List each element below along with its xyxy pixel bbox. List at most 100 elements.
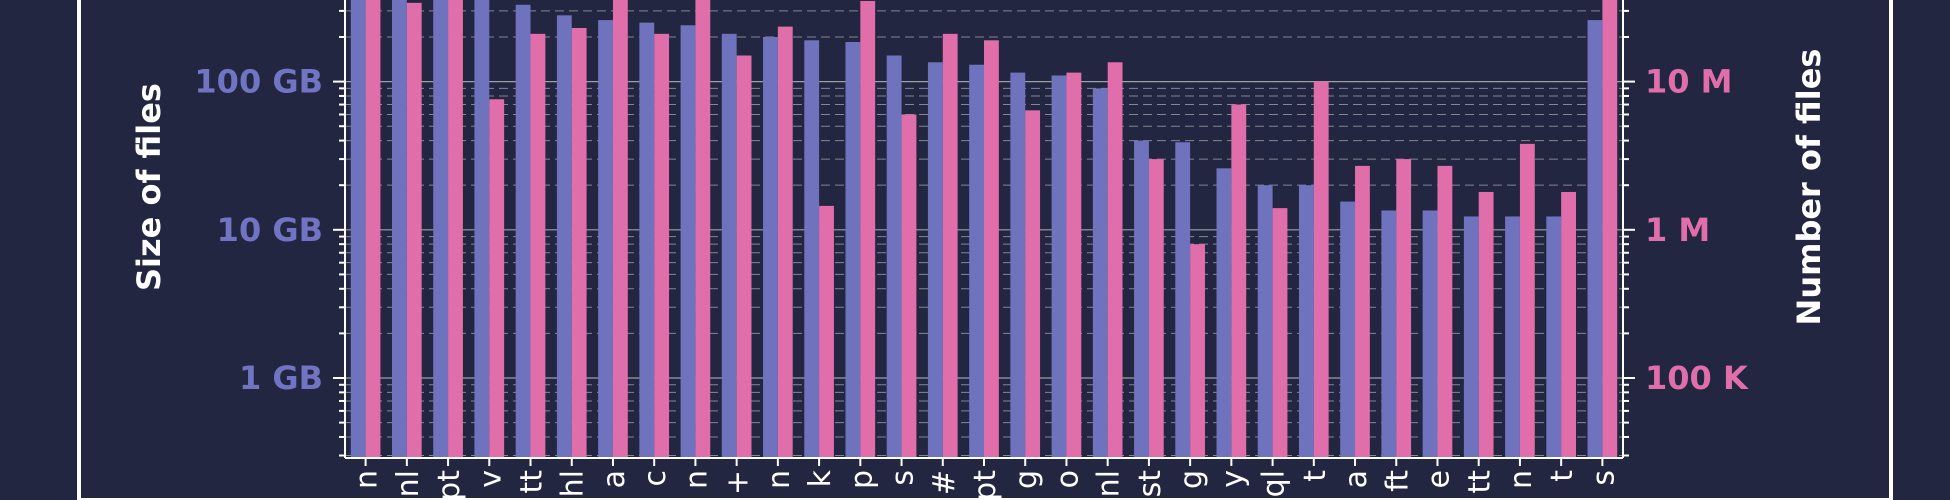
y-tick-label-right: 10 M [1645,63,1733,101]
x-tick-label: tt [515,470,550,494]
x-tick-label: t [1545,470,1580,482]
x-tick-label: st [1133,470,1168,498]
bar-size-27 [1463,216,1479,458]
bar-count-12 [860,0,876,458]
bar-size-9 [721,33,737,458]
bar-count-21 [1231,104,1247,459]
x-tick-label: g [1174,470,1209,489]
figure-frame [77,0,1893,500]
bar-size-0 [350,0,366,458]
bar-count-8 [695,0,711,458]
bar-size-21 [1216,168,1232,458]
bar-count-14 [942,33,958,458]
bar-size-4 [515,4,531,459]
bar-count-15 [984,40,999,458]
bar-count-19 [1148,159,1164,458]
x-tick-label: n [679,470,714,489]
bar-size-5 [556,15,572,459]
bar-count-9 [736,55,752,459]
bar-size-24 [1340,201,1356,459]
bar-size-28 [1505,216,1520,458]
x-tick-label: e [1421,470,1456,488]
bar-size-20 [1175,142,1191,458]
bar-size-19 [1134,140,1149,458]
bar-size-25 [1381,210,1397,458]
x-tick-label: k [803,469,838,487]
x-tick-label: a [1339,470,1374,488]
bar-size-2 [433,0,449,458]
bar-count-11 [819,205,834,458]
bar-size-18 [1092,88,1108,459]
bar-count-1 [406,2,422,458]
bar-count-29 [1561,191,1577,458]
x-tick-label: s [1586,470,1621,486]
bar-size-11 [804,40,820,458]
bar-size-16 [1010,72,1026,458]
bar-count-7 [654,33,670,458]
x-tick-label: n [762,470,797,489]
x-tick-label: hl [556,470,591,497]
y-axis-label-right: Number of files [1790,49,1828,326]
bar-count-23 [1313,81,1329,458]
bar-size-29 [1546,216,1562,458]
bar-count-20 [1190,244,1205,458]
bar-count-27 [1478,191,1494,458]
x-tick-label: + [721,470,756,495]
bar-size-3 [474,0,490,458]
bar-count-16 [1025,110,1041,458]
y-tick-labels: 1 GB 100 K 10 GB 1 M 100 GB 10 M [194,63,1749,397]
x-tick-label: c [638,470,673,487]
x-tick-label: n [1504,470,1539,489]
bar-count-24 [1355,165,1370,458]
y-tick-label-right: 100 K [1645,359,1749,397]
bar-size-23 [1298,185,1314,458]
x-tick-label: g [1009,470,1044,489]
x-tick-label: t [1298,470,1333,482]
x-tick-label: nl [1092,470,1127,497]
bar-count-0 [365,0,381,458]
bar-size-1 [391,0,407,458]
x-tick-label: # [927,470,962,495]
bar-size-30 [1587,20,1603,458]
axes [333,0,1635,466]
y-tick-label-left: 10 GB [217,211,323,249]
x-tick-label: y [1215,470,1250,488]
bar-count-5 [571,27,587,458]
x-tick-label: ql [1257,470,1292,497]
y-axis-label-left: Size of files [130,83,168,291]
x-tick-label: a [597,470,632,488]
bar-count-22 [1272,208,1288,458]
y-tick-label-left: 100 GB [194,63,323,101]
bar-size-10 [763,36,778,458]
bar-count-13 [901,114,917,459]
x-tick-label: o [1050,470,1085,488]
bar-count-25 [1396,159,1412,458]
x-tick-label: ft [1380,470,1415,492]
bar-count-30 [1602,0,1618,458]
bar-count-28 [1519,143,1535,458]
bar-size-15 [969,64,984,458]
bar-size-12 [845,42,861,458]
bar-count-26 [1437,165,1453,458]
bar-size-26 [1422,210,1438,458]
x-tick-label: tt [1463,470,1498,494]
y-tick-label-left: 1 GB [239,359,323,397]
x-tick-label: pt [432,470,467,500]
bar-count-17 [1066,72,1082,458]
bars [350,0,1618,459]
bar-size-6 [598,20,613,458]
bar-count-4 [530,33,546,458]
bar-count-2 [448,0,463,458]
x-tick-label: pt [968,470,1003,500]
x-tick-label: s [886,470,921,486]
bar-size-13 [886,55,902,459]
bar-count-18 [1107,62,1123,458]
bar-count-10 [777,26,793,459]
bar-count-3 [489,99,505,458]
bar-count-6 [612,0,628,458]
x-tick-label: v [473,470,508,488]
bar-size-14 [927,62,943,458]
x-tick-label: p [844,470,879,489]
x-tick-labels: n nl pt v tt hl a c n + n k p s # pt g o nl st g y ql t a ft e tt n t… [350,469,1622,500]
